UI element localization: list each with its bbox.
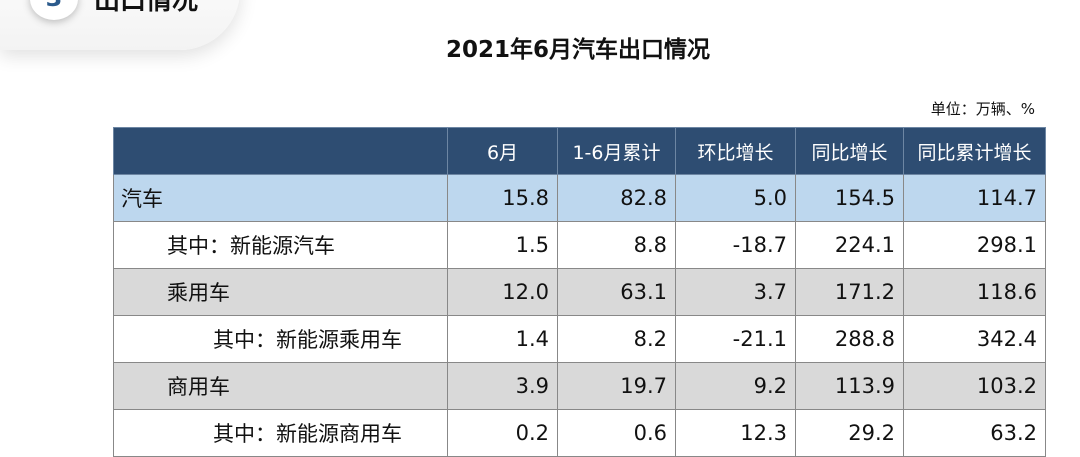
row-label: 商用车 xyxy=(113,362,448,410)
cell: 224.1 xyxy=(795,221,904,269)
cell: 3.7 xyxy=(675,268,796,316)
table-row: 乘用车 12.0 63.1 3.7 171.2 118.6 xyxy=(113,268,1046,316)
header-row: 6月 1-6月累计 环比增长 同比增长 同比累计增长 xyxy=(113,127,1046,175)
cell: 19.7 xyxy=(557,362,676,410)
cell: 9.2 xyxy=(675,362,796,410)
section-title: 出口情况 xyxy=(94,0,199,16)
export-table: 6月 1-6月累计 环比增长 同比增长 同比累计增长 汽车 15.8 82.8 5.0 154.… xyxy=(113,127,1046,457)
cell: 113.9 xyxy=(795,362,904,410)
cell: 342.4 xyxy=(903,315,1046,363)
cell: 12.0 xyxy=(447,268,558,316)
cell: 0.2 xyxy=(447,409,558,457)
unit-note: 单位：万辆、% xyxy=(930,100,1035,118)
cell: 29.2 xyxy=(795,409,904,457)
row-label: 其中：新能源乘用车 xyxy=(113,315,448,363)
cell: 298.1 xyxy=(903,221,1046,269)
cell: 118.6 xyxy=(903,268,1046,316)
cell: 103.2 xyxy=(903,362,1046,410)
cell: 171.2 xyxy=(795,268,904,316)
cell: 288.8 xyxy=(795,315,904,363)
cell: 8.8 xyxy=(557,221,676,269)
cell: 154.5 xyxy=(795,174,904,222)
cell: 1.5 xyxy=(447,221,558,269)
cell: 114.7 xyxy=(903,174,1046,222)
table-title: 2021年6月汽车出口情况 xyxy=(445,37,711,63)
table-row: 其中：新能源汽车 1.5 8.8 -18.7 224.1 298.1 xyxy=(113,221,1046,269)
column-header: 环比增长 xyxy=(675,127,796,175)
row-label: 乘用车 xyxy=(113,268,448,316)
cell: -21.1 xyxy=(675,315,796,363)
row-label: 其中：新能源商用车 xyxy=(113,409,448,457)
cell: 1.4 xyxy=(447,315,558,363)
column-header: 1-6月累计 xyxy=(557,127,676,175)
row-label: 其中：新能源汽车 xyxy=(113,221,448,269)
cell: 3.9 xyxy=(447,362,558,410)
table-row: 其中：新能源商用车 0.2 0.6 12.3 29.2 63.2 xyxy=(113,409,1046,457)
row-label: 汽车 xyxy=(113,174,448,222)
column-header: 6月 xyxy=(447,127,558,175)
cell: 15.8 xyxy=(447,174,558,222)
cell: 82.8 xyxy=(557,174,676,222)
cell: 5.0 xyxy=(675,174,796,222)
section-number: 3 xyxy=(30,0,78,20)
column-header: 同比增长 xyxy=(795,127,904,175)
table-row: 汽车 15.8 82.8 5.0 154.5 114.7 xyxy=(113,174,1046,222)
cell: 0.6 xyxy=(557,409,676,457)
cell: 63.2 xyxy=(903,409,1046,457)
table-row: 商用车 3.9 19.7 9.2 113.9 103.2 xyxy=(113,362,1046,410)
table-row: 其中：新能源乘用车 1.4 8.2 -21.1 288.8 342.4 xyxy=(113,315,1046,363)
cell: -18.7 xyxy=(675,221,796,269)
cell: 12.3 xyxy=(675,409,796,457)
column-header xyxy=(113,127,448,175)
cell: 8.2 xyxy=(557,315,676,363)
cell: 63.1 xyxy=(557,268,676,316)
column-header: 同比累计增长 xyxy=(903,127,1046,175)
